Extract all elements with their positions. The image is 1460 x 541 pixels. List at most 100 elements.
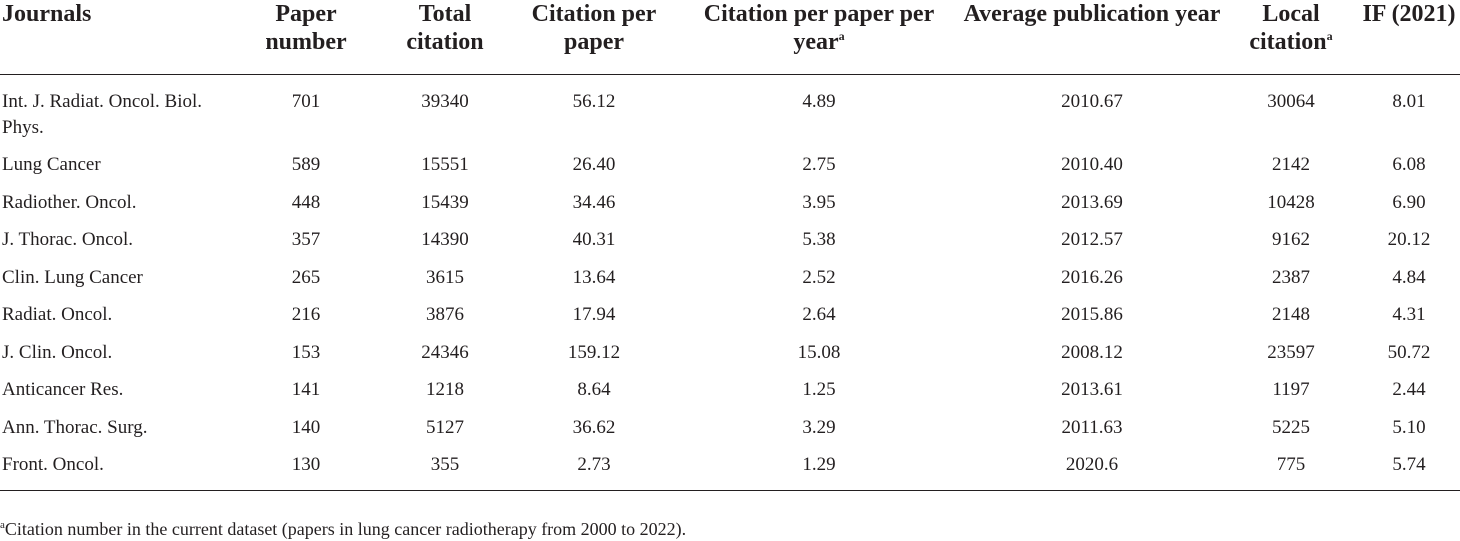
total-citation-cell: 1218	[426, 379, 464, 400]
footnote-marker: a	[1326, 29, 1333, 43]
impact-factor-cell: 50.72	[1387, 341, 1431, 363]
total-citation-cell: 15551	[421, 154, 469, 175]
paper-number-cell: 265	[291, 266, 321, 288]
footnote-marker: a	[838, 29, 845, 43]
average-publication-year-cell: 2016.26	[1061, 266, 1123, 288]
citation-per-paper-cell: 17.94	[572, 304, 616, 325]
citation-per-paper-cell: 40.31	[572, 229, 616, 250]
citation-per-paper-per-year-cell: 3.95	[802, 191, 836, 213]
local-citation-cell: 5225	[1272, 416, 1310, 438]
local-citation-cell: 23597	[1267, 341, 1315, 363]
header-citation-per-paper: Citation per paper	[531, 1, 657, 55]
local-citation-cell: 2387	[1272, 266, 1310, 288]
total-citation-cell: 5127	[426, 416, 464, 438]
paper-number-cell: 357	[291, 229, 321, 250]
paper-number-cell: 216	[291, 304, 321, 325]
local-citation-cell: 9162	[1272, 229, 1310, 250]
table-row: Int. J. Radiat. Oncol. Biol. Phys. 701 393…	[0, 75, 1460, 153]
citation-per-paper-per-year-cell: 3.29	[802, 416, 836, 438]
total-citation-cell: 3876	[426, 304, 464, 325]
citation-per-paper-per-year-cell: 2.52	[802, 266, 836, 288]
total-citation-cell: 39340	[421, 91, 469, 112]
paper-number-cell: 448	[291, 191, 321, 213]
citation-per-paper-cell: 56.12	[572, 91, 616, 112]
journal-name-cell: Anticancer Res.	[2, 379, 124, 400]
table-row: J. Thorac. Oncol. 357 14390 40.31 5.38 2012.5…	[0, 227, 1460, 265]
citation-per-paper-cell: 8.64	[577, 379, 611, 400]
paper-number-cell: 140	[291, 416, 321, 438]
impact-factor-cell: 5.74	[1392, 454, 1426, 475]
citation-per-paper-per-year-cell: 15.08	[797, 341, 841, 363]
impact-factor-cell: 4.84	[1392, 266, 1426, 288]
table-row: Anticancer Res. 141 1218 8.64 1.25 2013.61 119…	[0, 377, 1460, 415]
average-publication-year-cell: 2008.12	[1061, 341, 1123, 363]
header-if-2021: IF (2021)	[1362, 1, 1456, 27]
table-row: Lung Cancer 589 15551 26.40 2.75 2010.40 2142 6…	[0, 152, 1460, 190]
table-row: Radiat. Oncol. 216 3876 17.94 2.64 2015.86 214…	[0, 302, 1460, 340]
journal-name-cell: Radiother. Oncol.	[2, 191, 137, 213]
header-local-citation: Local citationa	[1249, 1, 1333, 55]
table-footnote: aCitation number in the current dataset …	[0, 518, 686, 540]
citation-per-paper-per-year-cell: 5.38	[802, 229, 836, 250]
impact-factor-cell: 5.10	[1392, 416, 1426, 438]
local-citation-cell: 2142	[1272, 154, 1310, 175]
impact-factor-cell: 8.01	[1392, 91, 1426, 112]
average-publication-year-cell: 2013.61	[1061, 379, 1123, 400]
average-publication-year-cell: 2020.6	[1065, 454, 1119, 475]
journal-name-cell: Radiat. Oncol.	[2, 304, 113, 325]
journal-name-cell: Ann. Thorac. Surg.	[2, 416, 148, 438]
local-citation-cell: 775	[1276, 454, 1306, 475]
impact-factor-cell: 4.31	[1392, 304, 1426, 325]
average-publication-year-cell: 2012.57	[1061, 229, 1123, 250]
table-row: J. Clin. Oncol. 153 24346 159.12 15.08 2008.1…	[0, 340, 1460, 378]
table-row: Clin. Lung Cancer 265 3615 13.64 2.52 2016.26…	[0, 265, 1460, 303]
journal-name-cell: Clin. Lung Cancer	[2, 266, 143, 288]
header-average-publication-year: Average publication year	[963, 1, 1221, 27]
header-row: Journals Paper number Total citation Cit…	[0, 0, 1460, 75]
total-citation-cell: 24346	[421, 341, 469, 363]
total-citation-cell: 14390	[421, 229, 469, 250]
local-citation-cell: 1197	[1272, 379, 1310, 400]
total-citation-cell: 3615	[426, 266, 464, 288]
journal-name-cell: Int. J. Radiat. Oncol. Biol. Phys.	[2, 91, 203, 138]
citation-per-paper-per-year-cell: 2.75	[802, 154, 836, 175]
total-citation-cell: 15439	[421, 191, 469, 213]
paper-number-cell: 153	[291, 341, 321, 363]
average-publication-year-cell: 2010.40	[1061, 154, 1123, 175]
paper-number-cell: 701	[291, 91, 321, 112]
citation-per-paper-per-year-cell: 1.25	[802, 379, 836, 400]
average-publication-year-cell: 2015.86	[1061, 304, 1123, 325]
paper-number-cell: 130	[291, 454, 321, 475]
average-publication-year-cell: 2010.67	[1061, 91, 1123, 112]
average-publication-year-cell: 2011.63	[1061, 416, 1123, 438]
journal-name-cell: Lung Cancer	[2, 154, 101, 175]
header-citation-per-paper-per-year: Citation per paper per yeara	[703, 1, 935, 55]
journal-name-cell: J. Thorac. Oncol.	[2, 229, 134, 250]
table-row: Radiother. Oncol. 448 15439 34.46 3.95 2013.6…	[0, 190, 1460, 228]
citation-per-paper-per-year-cell: 2.64	[802, 304, 836, 325]
table-row: Ann. Thorac. Surg. 140 5127 36.62 3.29 2011.6…	[0, 415, 1460, 453]
header-paper-number: Paper number	[265, 1, 347, 55]
local-citation-cell: 10428	[1267, 191, 1315, 213]
header-total-citation: Total citation	[406, 1, 484, 55]
header-journals: Journals	[2, 1, 92, 27]
citation-per-paper-cell: 34.46	[572, 191, 616, 213]
total-citation-cell: 355	[430, 454, 460, 475]
paper-number-cell: 141	[291, 379, 321, 400]
journals-table: Journals Paper number Total citation Cit…	[0, 0, 1460, 491]
citation-per-paper-cell: 13.64	[572, 266, 616, 288]
footnote-text: Citation number in the current dataset (…	[4, 519, 687, 539]
citation-per-paper-per-year-cell: 4.89	[802, 91, 836, 112]
average-publication-year-cell: 2013.69	[1061, 191, 1123, 213]
local-citation-cell: 30064	[1267, 91, 1315, 112]
impact-factor-cell: 6.90	[1392, 191, 1426, 213]
journal-name-cell: Front. Oncol.	[2, 454, 104, 475]
footnote-marker: a	[0, 519, 5, 531]
impact-factor-cell: 6.08	[1392, 154, 1426, 175]
impact-factor-cell: 2.44	[1392, 379, 1426, 400]
citation-per-paper-cell: 36.62	[572, 416, 616, 438]
journal-name-cell: J. Clin. Oncol.	[2, 341, 113, 363]
citation-per-paper-per-year-cell: 1.29	[802, 454, 836, 475]
table-row: Front. Oncol. 130 355 2.73 1.29 2020.6 775 5.74	[0, 452, 1460, 491]
